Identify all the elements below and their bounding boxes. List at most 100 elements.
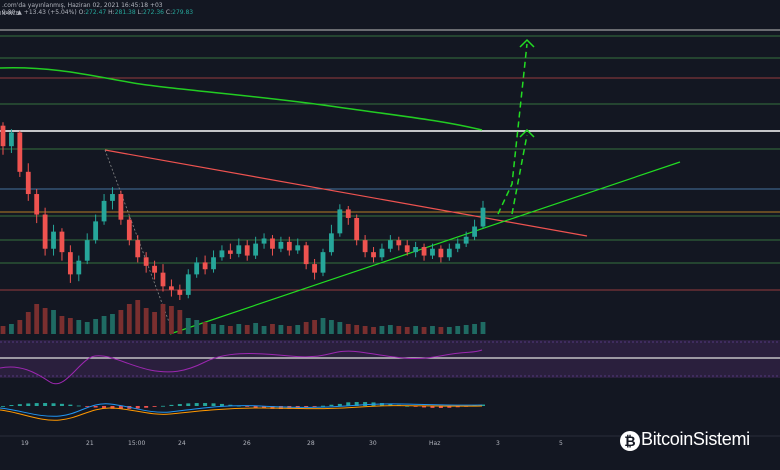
volume-bar [59, 316, 65, 334]
macd-bar [270, 406, 275, 409]
price-change: 9.80 ▲ +13.43 (+5.04%) [2, 9, 79, 16]
volume-bar [286, 326, 292, 334]
macd-bar [245, 406, 250, 407]
volume-bar [160, 304, 166, 334]
candle-body [337, 209, 343, 234]
volume-bar [236, 324, 242, 334]
moving-average-line [0, 67, 483, 131]
volume-bar [152, 312, 157, 334]
volume-bar [404, 327, 410, 334]
time-tick: 30 [369, 440, 377, 447]
volume-bar [101, 316, 107, 334]
candle-body [0, 125, 6, 147]
volume-bar [295, 325, 301, 334]
macd-bar [329, 404, 334, 406]
macd-bar [9, 405, 14, 406]
candle-body [270, 238, 275, 249]
candle-body [34, 194, 40, 215]
rsi-panel-band [0, 340, 780, 378]
brand-logo-text: BitcoinSistemi [641, 429, 750, 449]
macd-line [0, 403, 483, 417]
candle-body [362, 240, 368, 253]
macd-bar [68, 404, 73, 406]
volume-bar [446, 327, 452, 334]
macd-bar [413, 406, 418, 407]
volume-bar [270, 324, 275, 334]
macd-bar [430, 406, 435, 408]
candle-body [463, 236, 469, 244]
macd-bar [278, 406, 283, 409]
candle-body [152, 265, 157, 273]
macd-bar [194, 403, 199, 406]
volume-bar [362, 326, 368, 334]
macd-bar [43, 403, 48, 406]
candle-body [354, 217, 360, 241]
candle-body [9, 132, 14, 147]
candle-body [253, 243, 259, 256]
volume-bar [135, 300, 141, 334]
volume-bar [118, 310, 124, 334]
candle-body [51, 231, 56, 249]
macd-bar [262, 406, 267, 409]
candle-body [446, 248, 452, 258]
macd-bar [219, 403, 224, 406]
ohlc-low: 272.36 [142, 9, 164, 16]
ohlc-close-label: C: [165, 9, 173, 16]
time-tick: 24 [178, 440, 186, 447]
ohlc-open: 272.47 [85, 9, 107, 16]
candle-body [169, 286, 174, 290]
volume-bar [413, 326, 419, 334]
exchange-label: INANCE [0, 11, 20, 17]
candle-body [379, 248, 385, 258]
volume-bar [67, 318, 73, 334]
candle-body [143, 257, 149, 266]
projection-arrowheads [519, 38, 535, 138]
candle-body [295, 245, 301, 251]
candle-body [76, 260, 82, 275]
volume-bar [211, 324, 216, 334]
dotted-guide [104, 149, 173, 331]
volume-bar [379, 326, 385, 334]
volume-bar [42, 308, 48, 334]
macd-bar [93, 406, 98, 408]
candle-body [320, 252, 326, 273]
volume-group [0, 300, 486, 334]
candles-group [0, 122, 486, 300]
macd-bar [253, 406, 258, 408]
volume-bar [396, 326, 402, 334]
volume-bar [253, 323, 259, 334]
candle-body [244, 245, 250, 256]
time-tick: 3 [496, 440, 500, 447]
candle-body [110, 194, 115, 201]
candle-body [286, 241, 292, 251]
macd-bar [169, 404, 174, 406]
candle-body [480, 207, 486, 227]
volume-bar [430, 326, 435, 334]
candle-body [455, 243, 461, 249]
candle-body [387, 240, 393, 249]
candle-body [126, 219, 132, 241]
candle-body [219, 250, 225, 258]
volume-bar [438, 327, 444, 334]
macd-bar [135, 406, 140, 409]
bitcoin-icon: ₿ [620, 431, 640, 451]
projection-arrows [497, 43, 528, 215]
macd-bar [76, 405, 81, 407]
candle-body [67, 252, 73, 275]
volume-bar [0, 326, 6, 334]
candle-body [211, 257, 216, 270]
macd-bar [354, 402, 359, 406]
candle-body [160, 272, 166, 287]
volume-bar [455, 326, 461, 334]
macd-bar [152, 406, 157, 407]
candle-body [59, 231, 65, 253]
candle-body [227, 250, 233, 254]
volume-bar [244, 325, 250, 334]
time-tick: 19 [21, 440, 29, 447]
volume-bar [345, 324, 351, 334]
candle-body [25, 171, 31, 195]
candle-body [345, 209, 351, 218]
candle-body [261, 238, 267, 244]
macd-bar [447, 406, 452, 408]
